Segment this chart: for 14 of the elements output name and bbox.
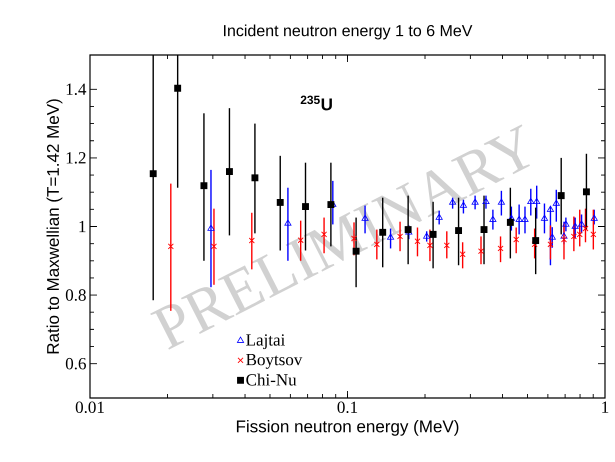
y-tick-label: 0.8 [66, 289, 86, 301]
x-tick-label: 1 [602, 402, 608, 413]
y-tick-label: 1.4 [66, 84, 86, 96]
x-axis-title: Fission neutron energy (MeV) [236, 420, 458, 436]
x-tick-label: 0.1 [338, 402, 358, 414]
text: $^{235}$U [300, 96, 332, 110]
legend-label: Boytsov [246, 354, 302, 369]
y-tick-label: 1.2 [66, 152, 86, 164]
chart-title: Incident neutron energy 1 to 6 MeV [224, 24, 472, 40]
legend-label: Chi-Nu [246, 374, 296, 386]
y-tick-label: 0.6 [66, 358, 86, 370]
x-tick-label: 0.01 [76, 402, 104, 414]
y-tick-label: 1 [79, 220, 86, 232]
y-axis-title: Ratio to Maxwellian (T=1.42 MeV) [46, 99, 62, 354]
